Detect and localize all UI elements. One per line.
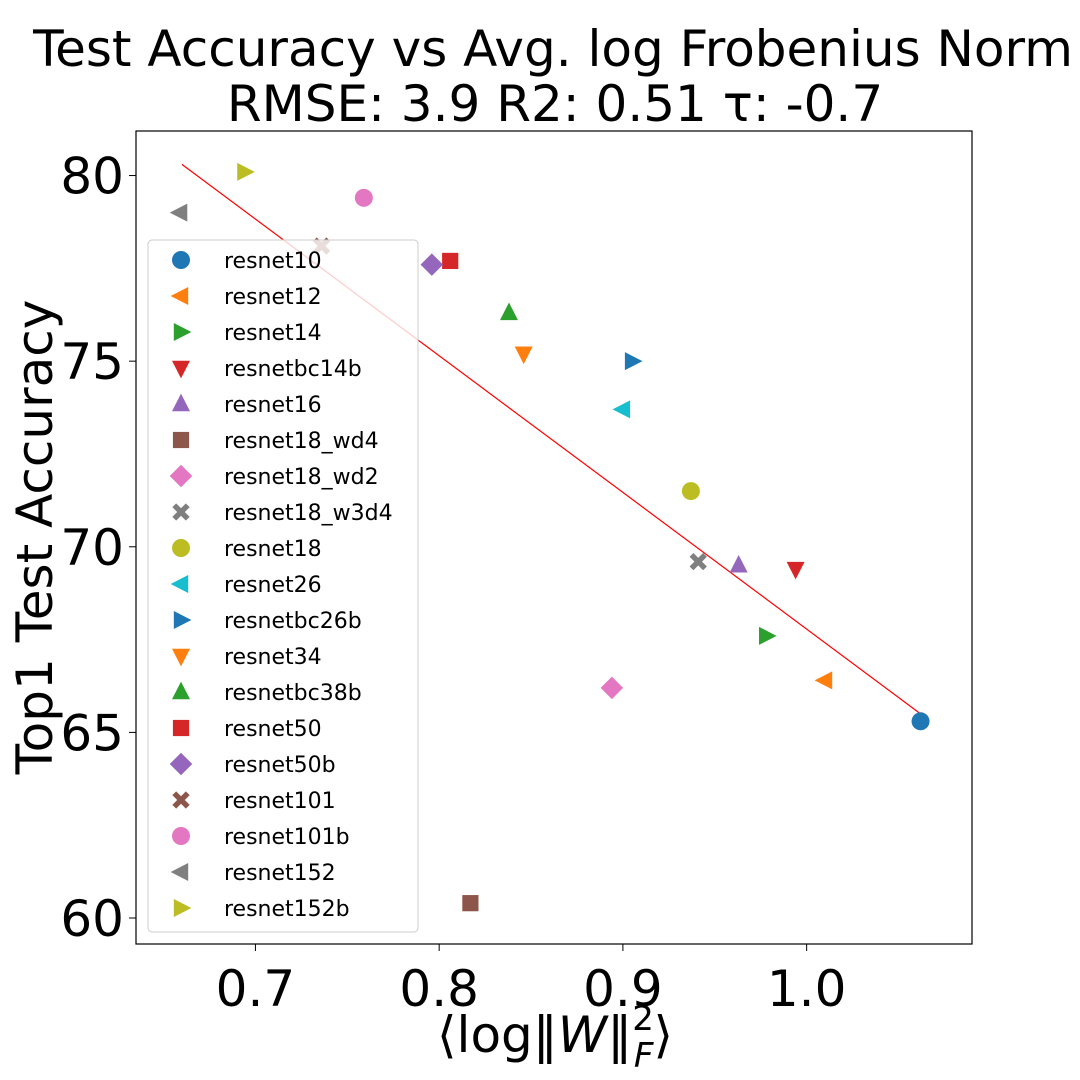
data-point-resnet34 <box>514 346 533 365</box>
legend-label-resnet10: resnet10 <box>224 249 322 274</box>
data-point-resnet50b <box>420 253 444 276</box>
x-tick-label: 0.8 <box>399 960 479 1018</box>
data-point-resnet152b <box>237 162 255 181</box>
legend-label-resnet101b: resnet101b <box>224 825 350 850</box>
data-point-resnetbc14b <box>786 561 805 580</box>
data-point-resnetbc26b <box>624 352 643 371</box>
y-axis-label: Top1 Test Accuracy <box>6 300 64 776</box>
chart-title-line1: Test Accuracy vs Avg. log Frobenius Norm <box>32 20 1073 78</box>
legend-marker-resnet18-w3d4 <box>172 503 190 521</box>
legend-label-resnetbc14b: resnetbc14b <box>224 357 362 382</box>
legend-marker-resnet50b <box>169 752 193 776</box>
legend-label-resnet152: resnet152 <box>224 861 336 886</box>
legend-marker-resnet152b <box>173 899 192 917</box>
legend-marker-resnet18-wd4 <box>172 431 190 449</box>
data-point-resnet18-wd4 <box>462 895 479 912</box>
data-point-resnet50 <box>442 252 459 270</box>
legend-marker-resnet14 <box>173 323 192 341</box>
y-tick-label: 80 <box>60 148 124 206</box>
legend-marker-resnet152 <box>170 863 189 881</box>
legend-marker-resnet16 <box>172 393 190 412</box>
legend-label-resnet12: resnet12 <box>224 285 322 310</box>
plot-frame <box>135 130 973 945</box>
y-tick-label: 75 <box>60 333 124 391</box>
legend-marker-resnet50 <box>172 719 190 737</box>
legend-label-resnet152b: resnet152b <box>224 897 350 922</box>
legend-marker-resnet18-wd2 <box>169 464 193 488</box>
data-point-resnet14 <box>759 626 777 645</box>
legend-label-resnet18: resnet18 <box>224 537 322 562</box>
data-point-resnet12 <box>814 671 833 690</box>
legend-box <box>147 239 419 933</box>
legend-marker-resnetbc38b <box>172 681 190 700</box>
data-point-resnet26 <box>612 400 631 419</box>
y-tick-label: 60 <box>60 890 124 948</box>
legend-label-resnet18-wd2: resnet18_wd2 <box>224 465 379 490</box>
data-point-resnet101b <box>354 188 373 207</box>
y-axis-ticks: 60 65 70 75 80 <box>60 148 136 948</box>
data-point-resnet16 <box>729 554 748 573</box>
legend-label-resnet18-wd4: resnet18_wd4 <box>224 429 379 454</box>
legend-label-resnet14: resnet14 <box>224 321 322 346</box>
legend-label-resnet26: resnet26 <box>224 573 322 598</box>
x-tick-label: 1.0 <box>767 960 847 1018</box>
legend-marker-resnet10 <box>172 251 190 269</box>
legend-label-resnet18-w3d4: resnet18_w3d4 <box>224 501 393 526</box>
legend-label-resnet101: resnet101 <box>224 789 336 814</box>
data-point-resnet10 <box>911 712 930 731</box>
legend-label-resnet50b: resnet50b <box>224 753 336 778</box>
legend-label-resnet34: resnet34 <box>224 645 322 670</box>
data-point-resnet18-w3d4 <box>689 552 707 571</box>
data-point-resnet152 <box>169 203 188 222</box>
legend-marker-resnetbc14b <box>172 360 190 379</box>
legend-label-resnetbc38b: resnetbc38b <box>224 681 362 706</box>
data-point-resnet18 <box>681 482 700 501</box>
legend-marker-resnet12 <box>170 287 189 305</box>
data-point-resnet18-wd2 <box>600 676 624 700</box>
legend-marker-resnet34 <box>172 648 190 667</box>
y-tick-label: 65 <box>60 704 124 762</box>
data-point-resnetbc38b <box>499 302 518 321</box>
legend-marker-resnet101 <box>172 791 190 809</box>
legend-label-resnet50: resnet50 <box>224 717 322 742</box>
x-tick-label: 0.7 <box>216 960 296 1018</box>
legend-label-resnet16: resnet16 <box>224 393 322 418</box>
x-tick-label: 0.9 <box>583 960 663 1018</box>
chart-title-line2: RMSE: 3.9 R2: 0.51 τ: -0.7 <box>227 75 883 133</box>
x-axis-ticks: 0.7 0.8 0.9 1.0 <box>216 944 847 1018</box>
y-tick-label: 70 <box>60 519 124 577</box>
legend-marker-resnetbc26b <box>173 611 192 629</box>
legend-label-resnetbc26b: resnetbc26b <box>224 609 362 634</box>
legend: resnet10 resnet12 resnet14 resnetbc14b resne… <box>147 239 419 933</box>
x-axis-label: ⟨log‖W‖2 F⟩ <box>437 999 673 1076</box>
legend-marker-resnet26 <box>170 575 189 593</box>
legend-marker-resnet101b <box>172 827 190 845</box>
legend-marker-resnet18 <box>172 539 190 557</box>
